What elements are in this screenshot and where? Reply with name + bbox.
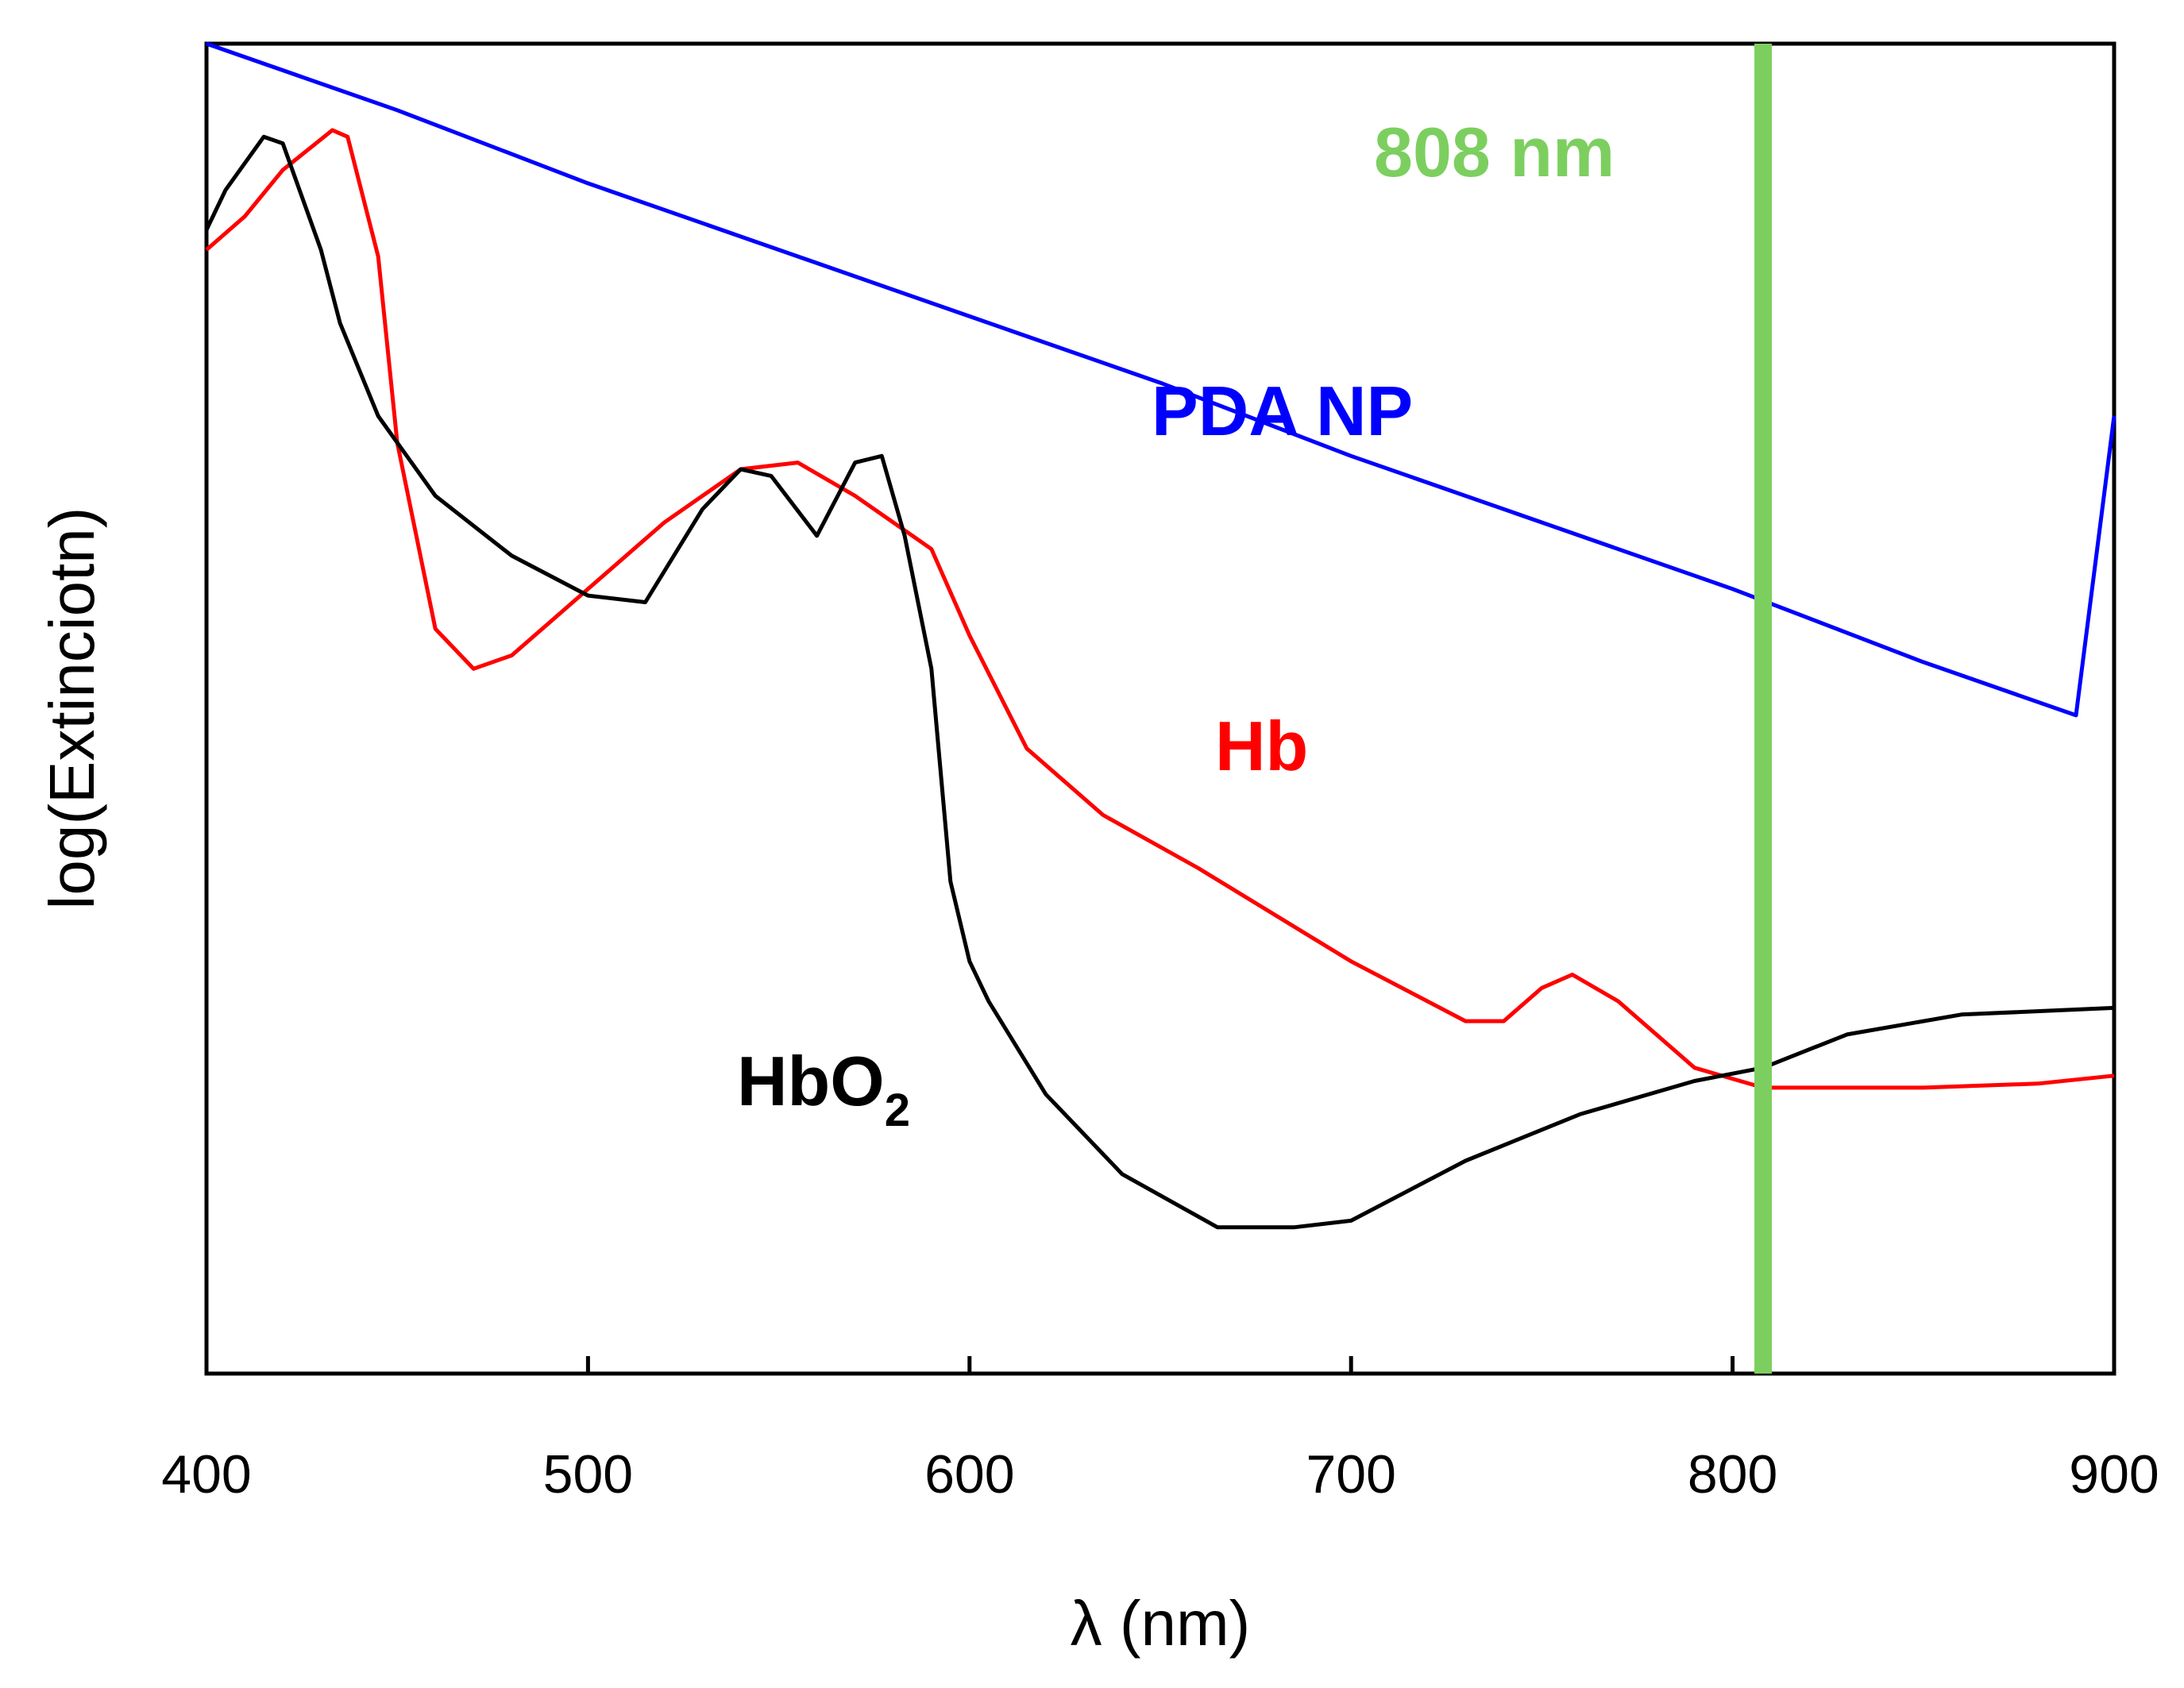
x-tick-label-600: 600 — [924, 1444, 1014, 1505]
series-label-hb: Hb — [1215, 707, 1308, 785]
series-label-pda-np: PDA NP — [1152, 372, 1413, 450]
series-label-hbo2-main: HbO — [737, 1042, 885, 1120]
x-tick-label-700: 700 — [1306, 1444, 1395, 1505]
x-tick-label-400: 400 — [161, 1444, 251, 1505]
x-axis-title: λ (nm) — [1071, 1588, 1251, 1659]
x-ticks: 400 500 600 700 800 900 — [161, 1356, 2159, 1505]
series-layer — [204, 41, 2116, 1230]
y-axis-title: log(Extinciotn) — [37, 507, 107, 910]
series-line-pda-np — [206, 41, 2116, 718]
series-label-hbo2: HbO2 — [737, 1042, 910, 1136]
series-label-hbo2-subscript: 2 — [885, 1085, 910, 1136]
x-tick-label-500: 500 — [543, 1444, 633, 1505]
series-line-hbo2 — [204, 134, 2115, 1230]
plot-frame — [204, 41, 2116, 1376]
series-line-hb — [205, 128, 2115, 1090]
x-tick-label-900: 900 — [2069, 1444, 2159, 1505]
annotation-808nm: 808 nm — [1374, 113, 1615, 191]
x-tick-label-800: 800 — [1688, 1444, 1777, 1505]
